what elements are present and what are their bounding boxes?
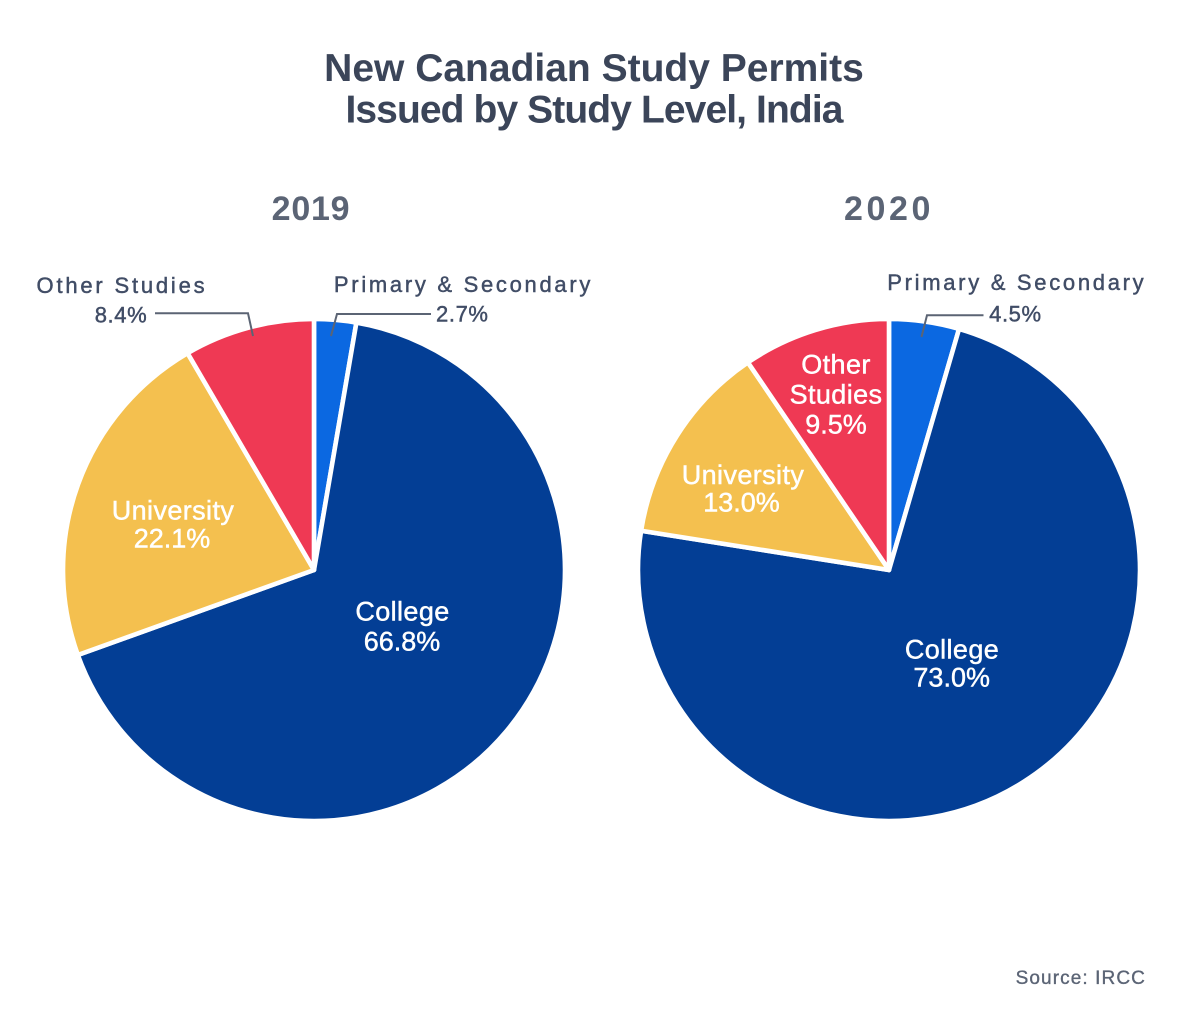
- svg-text:4.5%: 4.5%: [989, 301, 1042, 326]
- svg-text:73.0%: 73.0%: [913, 663, 990, 693]
- svg-text:College: College: [905, 634, 999, 664]
- svg-text:Other Studies: Other Studies: [37, 273, 208, 298]
- svg-text:22.1%: 22.1%: [134, 524, 211, 554]
- svg-text:Other: Other: [801, 350, 871, 380]
- svg-text:2019: 2019: [272, 190, 351, 228]
- svg-text:8.4%: 8.4%: [95, 303, 148, 328]
- svg-text:Primary & Secondary: Primary & Secondary: [887, 270, 1146, 295]
- svg-text:2.7%: 2.7%: [436, 302, 489, 327]
- svg-text:Primary & Secondary: Primary & Secondary: [334, 272, 593, 297]
- svg-text:9.5%: 9.5%: [805, 410, 867, 440]
- svg-text:2020: 2020: [844, 190, 934, 228]
- svg-text:University: University: [112, 496, 235, 526]
- svg-text:13.0%: 13.0%: [703, 488, 780, 518]
- svg-text:Studies: Studies: [790, 379, 883, 409]
- svg-text:College: College: [355, 597, 449, 627]
- svg-text:New Canadian Study Permits: New Canadian Study Permits: [324, 47, 864, 90]
- svg-text:Issued by Study Level, India: Issued by Study Level, India: [345, 89, 843, 132]
- svg-text:66.8%: 66.8%: [364, 627, 441, 657]
- svg-text:University: University: [682, 460, 805, 490]
- svg-text:Source: IRCC: Source: IRCC: [1016, 968, 1146, 989]
